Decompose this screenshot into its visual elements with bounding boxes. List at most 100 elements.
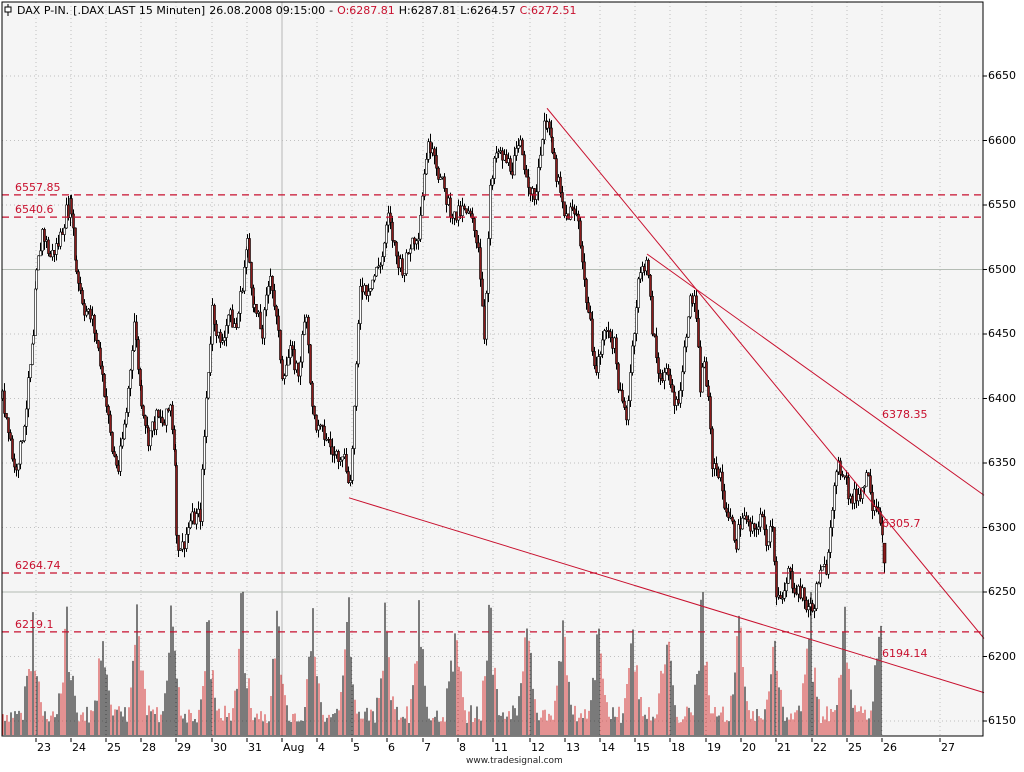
y-tick-label: 6400: [988, 391, 1016, 405]
candle-body: [725, 507, 728, 513]
candle-body: [161, 417, 164, 424]
candle-body: [409, 248, 412, 254]
candle-body: [433, 148, 436, 156]
candle-body: [673, 391, 676, 406]
candle-body: [861, 487, 864, 499]
candle-body: [449, 197, 452, 218]
x-tick-label: 8: [459, 741, 466, 754]
candle-body: [469, 210, 472, 215]
candle-body: [659, 373, 662, 379]
candle-body: [77, 271, 80, 284]
candle-body: [355, 363, 358, 407]
candle-body: [273, 290, 276, 307]
candle-body: [701, 366, 704, 393]
candle-body: [313, 406, 316, 416]
candle-body: [385, 224, 388, 244]
candle-body: [309, 344, 312, 384]
candle-body: [151, 421, 154, 432]
x-tick-label: 18: [671, 741, 685, 754]
x-tick-label: 25: [107, 741, 121, 754]
candle-body: [315, 414, 318, 431]
candle-body: [165, 408, 168, 426]
x-tick-label: 28: [142, 741, 156, 754]
candle-body: [89, 308, 92, 320]
candle-body: [289, 345, 292, 358]
candle-body: [629, 372, 632, 401]
candle-body: [695, 295, 698, 319]
candle-body: [651, 296, 654, 335]
x-tick-label: 7: [424, 741, 431, 754]
candle-body: [3, 390, 6, 414]
candle-body: [403, 273, 406, 276]
candle-body: [203, 436, 206, 470]
candle-body: [443, 176, 446, 189]
candle-body: [763, 516, 766, 530]
candle-body: [201, 468, 204, 522]
candle-body: [83, 303, 86, 316]
candle-body: [753, 523, 756, 529]
candle-body: [113, 451, 116, 457]
level-label: 6540.6: [15, 203, 54, 217]
candle-body: [187, 527, 190, 535]
candle-body: [481, 278, 484, 307]
candle-body: [323, 425, 326, 440]
candle-body: [211, 304, 214, 345]
candle-body: [497, 151, 500, 154]
candle-body: [191, 511, 194, 522]
x-tick-label: 21: [777, 741, 791, 754]
candle-body: [775, 561, 778, 598]
candle-body: [55, 243, 58, 255]
candle-body: [321, 424, 324, 427]
candle-body: [425, 159, 428, 175]
x-tick-label: 29: [177, 741, 191, 754]
candle-body: [285, 364, 288, 376]
candle-body: [383, 242, 386, 257]
trend-line-label: 6194.14: [882, 647, 928, 661]
candle-body: [125, 412, 128, 425]
candle-body: [87, 308, 90, 312]
candle-body: [639, 272, 642, 280]
candle-body: [543, 120, 546, 140]
candle-body: [615, 337, 618, 365]
candle-body: [555, 158, 558, 182]
candle-body: [205, 397, 208, 437]
candle-body: [177, 534, 180, 551]
candle-body: [839, 460, 842, 475]
candle-body: [655, 335, 658, 358]
x-tick-label: 14: [601, 741, 615, 754]
candle-body: [181, 541, 184, 550]
candle-body: [345, 454, 348, 472]
candle-body: [359, 285, 362, 324]
candle-body: [275, 305, 278, 317]
candle-body: [75, 259, 78, 273]
candle-body: [365, 285, 368, 296]
level-label: 6264.74: [15, 558, 61, 572]
x-tick-label: 26: [883, 741, 897, 754]
candle-body: [179, 548, 182, 551]
candle-body: [331, 446, 334, 455]
candle-body: [597, 356, 600, 373]
candle-body: [657, 357, 660, 374]
candle-body: [429, 141, 432, 154]
candle-body: [737, 524, 740, 550]
candle-body: [373, 275, 376, 281]
candle-body: [9, 432, 12, 440]
trend-line-label: 6305.7: [882, 516, 921, 530]
candle-body: [183, 541, 186, 549]
candle-body: [791, 571, 794, 589]
high-value: H:6287.81: [398, 3, 457, 17]
candle-body: [131, 350, 134, 371]
candle-body: [747, 519, 750, 523]
candle-body: [539, 154, 542, 168]
candle-body: [579, 220, 582, 247]
candle-body: [517, 145, 520, 149]
candle-body: [281, 359, 284, 380]
candle-body: [759, 513, 762, 528]
candle-body: [377, 265, 380, 268]
candle-body: [197, 508, 200, 514]
candle-body: [569, 206, 572, 220]
x-tick-label: 24: [72, 741, 86, 754]
candle-body: [225, 325, 228, 338]
candle-body: [393, 240, 396, 243]
bar-datetime: 26.08.2008 09:15:00: [209, 3, 326, 17]
